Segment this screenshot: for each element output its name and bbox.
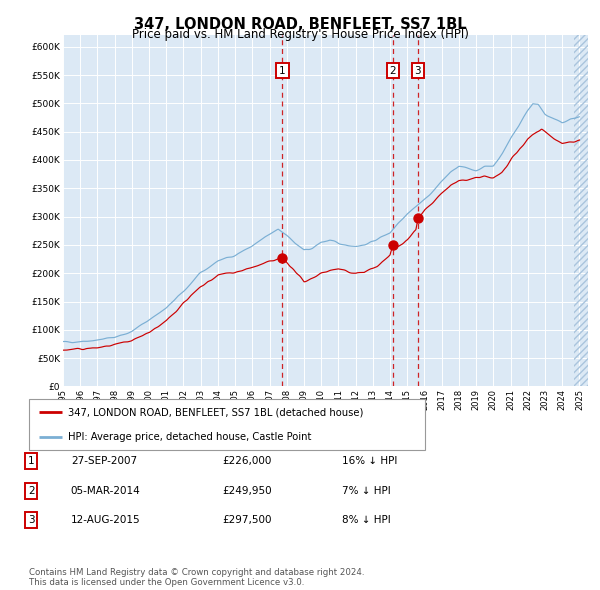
Text: 347, LONDON ROAD, BENFLEET, SS7 1BL: 347, LONDON ROAD, BENFLEET, SS7 1BL [134,17,466,31]
Text: 8% ↓ HPI: 8% ↓ HPI [342,516,391,525]
Text: £226,000: £226,000 [222,457,271,466]
Text: 27-SEP-2007: 27-SEP-2007 [71,457,137,466]
Text: £297,500: £297,500 [222,516,271,525]
Text: 1: 1 [279,65,286,76]
FancyBboxPatch shape [29,399,425,450]
Text: Price paid vs. HM Land Registry's House Price Index (HPI): Price paid vs. HM Land Registry's House … [131,28,469,41]
Text: 2: 2 [28,486,35,496]
Text: 3: 3 [415,65,421,76]
Text: 2: 2 [389,65,396,76]
Text: 05-MAR-2014: 05-MAR-2014 [71,486,140,496]
Text: £249,950: £249,950 [222,486,272,496]
Text: 347, LONDON ROAD, BENFLEET, SS7 1BL (detached house): 347, LONDON ROAD, BENFLEET, SS7 1BL (det… [68,408,364,418]
Text: 16% ↓ HPI: 16% ↓ HPI [342,457,397,466]
Text: 3: 3 [28,516,35,525]
Text: 12-AUG-2015: 12-AUG-2015 [71,516,140,525]
Text: 7% ↓ HPI: 7% ↓ HPI [342,486,391,496]
Text: Contains HM Land Registry data © Crown copyright and database right 2024.
This d: Contains HM Land Registry data © Crown c… [29,568,364,587]
Text: 1: 1 [28,457,35,466]
Text: HPI: Average price, detached house, Castle Point: HPI: Average price, detached house, Cast… [68,431,312,441]
